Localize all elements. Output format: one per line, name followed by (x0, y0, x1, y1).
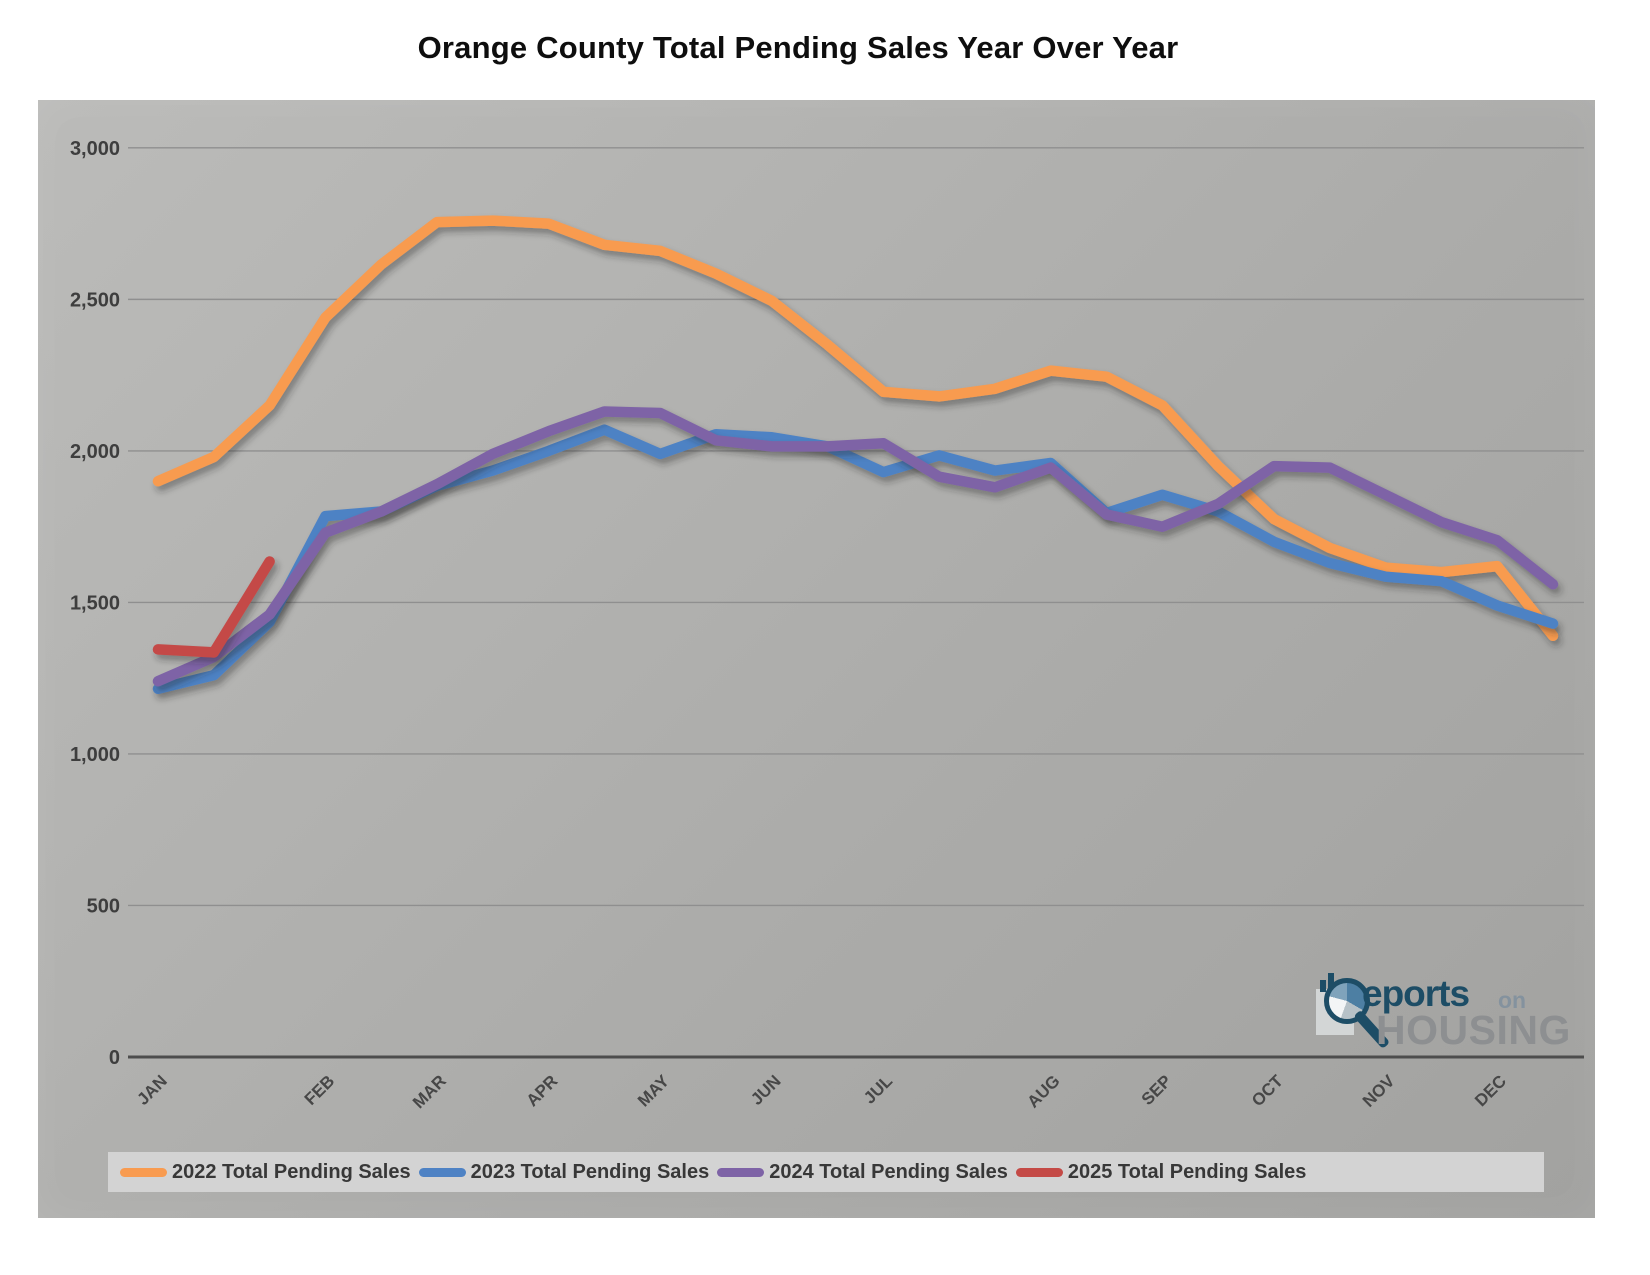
legend-marker-2024 (717, 1167, 765, 1177)
legend-item-2024: 2024 Total Pending Sales (717, 1161, 1014, 1184)
month-label-nov: NOV (1359, 1071, 1399, 1111)
series-line-2024 (152, 406, 1559, 687)
legend-label-2023: 2023 Total Pending Sales (470, 1160, 710, 1183)
bar-icon-tall (1328, 973, 1334, 992)
y-axis-label-1000: 1,000 (70, 744, 120, 766)
logo-text-on: on (1498, 987, 1527, 1013)
y-axis-label-2000: 2,000 (70, 441, 120, 463)
legend-label-2024: 2024 Total Pending Sales (769, 1160, 1008, 1183)
series-line-2022 (152, 215, 1559, 642)
legend-marker-2023 (418, 1167, 466, 1177)
legend-label-2022: 2022 Total Pending Sales (172, 1160, 411, 1183)
legend-item-2025: 2025 Total Pending Sales (1015, 1160, 1313, 1184)
month-label-may: MAY (634, 1071, 674, 1111)
logo-text-reports: eports (1362, 973, 1470, 1014)
y-axis-label-3000: 3,000 (70, 138, 120, 160)
legend-label-2025: 2025 Total Pending Sales (1067, 1160, 1307, 1183)
month-label-mar: MAR (409, 1071, 450, 1112)
y-axis-label-500: 500 (87, 895, 120, 917)
logo-text-housing: HOUSING (1376, 1007, 1571, 1053)
legend-item-2023: 2023 Total Pending Sales (418, 1160, 716, 1184)
legend-item-2022: 2022 Total Pending Sales (120, 1161, 417, 1184)
month-label-dec: DEC (1471, 1071, 1510, 1110)
reports-on-housing-logo: eports on HOUSING (1240, 915, 1600, 1065)
month-label-jan: JAN (133, 1071, 170, 1108)
month-label-aug: AUG (1023, 1071, 1063, 1111)
month-label-oct: OCT (1248, 1071, 1287, 1110)
month-label-jul: JUL (860, 1071, 896, 1107)
legend: 2022 Total Pending Sales 2023 Total Pendi… (108, 1152, 1544, 1192)
month-label-feb: FEB (301, 1071, 338, 1108)
legend-marker-2022 (120, 1167, 167, 1177)
month-label-sep: SEP (1138, 1071, 1175, 1108)
legend-marker-2025 (1015, 1167, 1063, 1177)
series-line-2025 (152, 556, 275, 658)
month-label-apr: APR (523, 1071, 562, 1110)
bar-icon-small (1320, 980, 1326, 992)
y-axis-label-0: 0 (109, 1047, 120, 1069)
month-label-jun: JUN (747, 1071, 784, 1108)
chart-title: Orange County Total Pending Sales Year O… (417, 30, 1179, 65)
y-axis-label-1500: 1,500 (70, 592, 120, 614)
y-axis-label-2500: 2,500 (70, 289, 120, 311)
